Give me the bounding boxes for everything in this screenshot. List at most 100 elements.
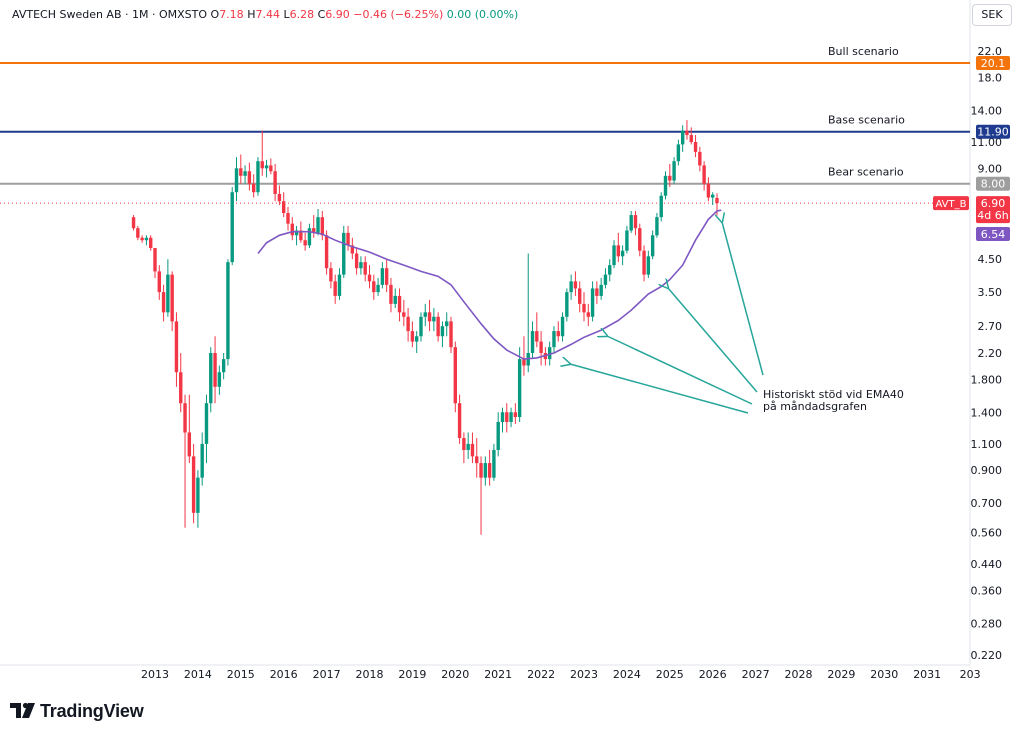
candle [213,336,217,404]
candle [517,347,522,422]
candle [680,125,685,152]
y-tick-label: 0.220 [971,649,1003,662]
candle [170,271,174,332]
candle [312,215,316,238]
open-value: 7.18 [219,8,244,21]
price-axis[interactable]: 28.022.018.014.0011.009.004.503.502.702.… [969,0,1003,665]
ema-price-tag: 6.54 [976,227,1010,241]
scenario-level[interactable]: Bull scenario 20.1 [0,45,1010,70]
x-tick-label: 2022 [527,668,555,681]
candle [466,432,470,460]
candle [363,256,367,282]
candle [320,210,325,241]
y-tick-label: 0.440 [971,558,1003,571]
candle [303,232,307,251]
candle [269,158,273,175]
candle [449,316,453,353]
candle [372,274,376,300]
candle [414,331,419,353]
candle [702,161,706,191]
annotation-arrow [722,222,764,376]
ema40-line [257,209,722,360]
candle [256,157,260,196]
candle [590,281,595,322]
candle [226,259,230,366]
x-tick-label: 2029 [827,668,855,681]
candle [427,299,432,332]
high-label: H [247,8,256,21]
y-tick-label: 1.100 [971,438,1003,451]
candle [239,154,243,184]
candle [282,192,286,218]
time-axis[interactable]: 2013 2014 2015 2016 2017 2018 2019 2020 2021 2022… [0,664,981,681]
x-tick-label: 2018 [356,668,384,681]
bar-countdown: 4d 6h [977,209,1008,222]
candle [565,288,569,322]
x-tick-label: 2028 [785,668,813,681]
tradingview-logo-icon [10,702,35,718]
close-value: 6.90 [325,8,350,21]
candle [166,259,170,317]
level-price-tag [976,176,1010,191]
open-label: O [210,8,220,21]
candle [620,245,625,266]
y-tick-label: 1.400 [971,406,1003,419]
candle [672,157,676,184]
candle [131,215,136,231]
candle [440,321,445,348]
scenario-level[interactable]: Bear scenario 8.00 [0,166,1010,191]
price-change: −0.46 (−6.25%) [353,8,444,21]
candle [487,449,492,486]
candle [191,443,196,524]
candle [655,213,659,238]
candle [179,353,183,413]
candle [509,407,513,428]
candle [659,192,663,222]
candle [144,235,149,246]
candle [273,164,277,202]
candle [161,284,166,322]
candle [526,253,530,373]
x-tick-label: 2020 [441,668,469,681]
candle [354,248,359,275]
candle [294,225,299,246]
x-tick-label: 2013 [141,668,169,681]
level-name: Bull scenario [828,45,899,58]
high-value: 7.44 [255,8,280,21]
level-price-label: 11.90 [977,126,1009,139]
candle [569,274,573,300]
x-tick-label: 2031 [913,668,941,681]
candle [706,177,711,202]
candle [230,187,234,266]
y-tick-label: 0.700 [971,497,1003,510]
candle [668,164,672,188]
candle [582,292,586,322]
y-tick-label: 22.0 [978,45,1003,58]
candle [646,250,651,278]
candle [187,394,192,464]
candle [337,268,342,300]
candle [359,256,363,275]
candle [316,208,320,236]
candle [711,192,715,206]
x-tick-label: 2019 [398,668,426,681]
symbol-title[interactable]: AVTECH Sweden AB · 1M · OMXSTO [12,8,208,21]
level-price-tag [976,124,1010,139]
candle [140,235,144,243]
x-tick-label: 2026 [699,668,727,681]
annotation-arrow [570,364,749,414]
currency-selector[interactable]: SEK [972,4,1012,26]
candle [599,277,603,300]
x-tick-label: 2027 [742,668,770,681]
x-tick-label: 2015 [227,668,255,681]
candle [556,321,560,342]
candle [638,223,642,257]
scenario-level[interactable]: Base scenario 11.90 [0,114,1010,139]
candle [685,120,689,140]
candle [234,157,239,202]
candle [264,159,269,178]
candle [432,308,436,332]
